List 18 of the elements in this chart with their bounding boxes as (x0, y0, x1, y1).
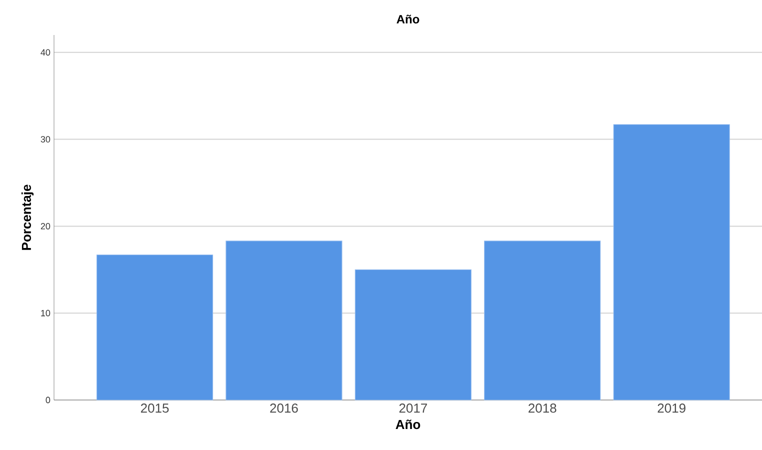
x-tick-label: 2019 (658, 404, 686, 413)
bar (354, 269, 472, 400)
bar (613, 124, 730, 400)
x-tick-label: 2015 (140, 404, 169, 413)
y-tick-label: 30 (40, 136, 50, 142)
x-tick-label: 2017 (399, 404, 427, 413)
y-tick-label: 20 (40, 223, 50, 230)
y-tick-label: 10 (41, 310, 50, 316)
y-axis-title: Porcentaje (21, 184, 34, 250)
chart-title: Año (396, 14, 420, 24)
y-tick-label: 40 (40, 49, 50, 56)
bar (96, 254, 214, 400)
x-tick-label: 2018 (528, 404, 556, 413)
y-tick-label: 0 (46, 396, 50, 404)
x-tick-label: 2016 (270, 404, 298, 413)
bar (226, 240, 342, 400)
bar (484, 240, 601, 400)
x-axis-title: Año (396, 420, 420, 430)
